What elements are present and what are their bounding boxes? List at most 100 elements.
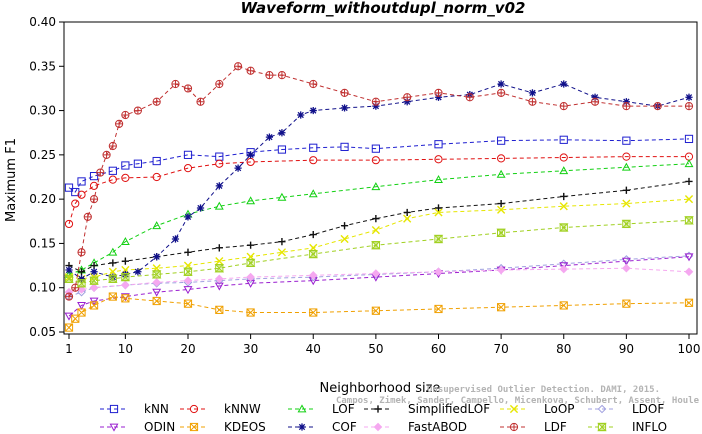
legend-item-inflo: INFLO — [588, 420, 667, 434]
legend-label-fastabod: FastABOD — [408, 420, 467, 434]
point-cof-19 — [403, 98, 411, 106]
point-ldf-2 — [77, 248, 86, 257]
watermark-line-2: Campos, Zimek, Sander, Campello, Micenko… — [336, 395, 700, 406]
legend-item-fastabod: FastABOD — [364, 420, 467, 434]
point-fastabod-9 — [371, 269, 381, 278]
legend-label-ldof: LDOF — [632, 402, 664, 416]
point-ldf-23 — [403, 93, 412, 102]
point-ldf-5 — [96, 168, 105, 177]
point-loop-17 — [622, 199, 631, 208]
point-fastabod-5 — [183, 276, 193, 285]
point-ldf-20 — [309, 79, 318, 89]
series-layer — [64, 62, 694, 332]
point-loop-16 — [559, 202, 568, 211]
point-cof-2 — [90, 268, 98, 276]
point-simplifiedlof-9 — [278, 238, 286, 246]
point-inflo-10 — [371, 241, 381, 250]
point-inflo-12 — [496, 228, 506, 237]
legend-label-ldf: LDF — [544, 420, 567, 434]
point-cof-5 — [134, 268, 142, 276]
point-knn-7 — [152, 156, 161, 166]
point-kdeos-16 — [684, 298, 694, 307]
point-knnw-10 — [309, 156, 318, 165]
point-knnw-5 — [121, 173, 130, 182]
y-tick-label-7: 0.40 — [29, 15, 56, 29]
point-kdeos-7 — [183, 299, 193, 308]
point-ldf-26 — [497, 88, 506, 97]
x-tick-label-3: 30 — [243, 342, 258, 356]
point-cof-9 — [196, 204, 205, 212]
point-simplifiedlof-4 — [121, 257, 129, 265]
point-kdeos-14 — [559, 301, 568, 310]
point-fastabod-6 — [214, 274, 224, 284]
legend-marker-odin — [109, 423, 119, 432]
point-inflo-9 — [308, 249, 319, 259]
point-cof-11 — [234, 164, 242, 172]
point-simplifiedlof-6 — [184, 248, 192, 256]
legend-marker-knnw — [189, 404, 199, 414]
point-cof-7 — [171, 235, 180, 243]
point-loop-18 — [684, 195, 694, 204]
point-inflo-2 — [89, 276, 99, 285]
point-cof-0 — [65, 266, 73, 274]
x-tick-label-0: 1 — [65, 342, 73, 356]
point-ldf-9 — [121, 110, 130, 120]
y-tick-label-3: 0.20 — [29, 192, 56, 206]
plot-frame — [63, 21, 698, 335]
point-lof-8 — [246, 196, 256, 205]
point-inflo-5 — [151, 270, 162, 279]
legend-marker-fastabod — [373, 422, 383, 432]
point-fastabod-11 — [496, 265, 506, 275]
point-cof-23 — [528, 89, 537, 97]
legend-item-cof: COF — [288, 420, 357, 434]
point-simplifiedlof-1 — [77, 268, 86, 276]
point-ldf-19 — [277, 71, 287, 80]
point-simplifiedlof-15 — [497, 199, 505, 208]
point-knn-2 — [77, 177, 86, 186]
point-ldf-13 — [183, 84, 193, 93]
legend-label-knnw: kNNW — [224, 402, 261, 416]
y-tick-label-2: 0.15 — [29, 236, 56, 250]
point-ldf-17 — [246, 66, 255, 75]
series-inflo — [64, 216, 694, 288]
x-tick-label-4: 40 — [306, 342, 321, 356]
legend-marker-cof — [298, 423, 306, 431]
point-ldf-7 — [108, 141, 117, 151]
point-cof-14 — [278, 129, 286, 137]
point-ldf-3 — [83, 212, 92, 221]
point-kdeos-5 — [121, 294, 130, 303]
point-simplifiedlof-13 — [403, 208, 411, 217]
point-fastabod-12 — [559, 264, 569, 274]
y-axis-label: Maximum F1 — [4, 138, 19, 222]
point-lof-14 — [559, 166, 569, 175]
legend-marker-kdeos — [189, 422, 199, 432]
point-kdeos-0 — [64, 323, 74, 332]
point-knnw-12 — [434, 155, 443, 164]
series-kdeos — [64, 292, 694, 332]
legend-item-knn: kNN — [100, 402, 169, 416]
point-kdeos-11 — [371, 306, 380, 315]
legend-marker-ldf — [509, 422, 519, 432]
point-kdeos-9 — [246, 308, 255, 317]
point-fastabod-2 — [89, 283, 99, 293]
axis-layer: 1 10 20 30 40 50 60 70 80 90 100 0.05 0.10 0.15 0.20 0.… — [29, 15, 700, 356]
point-simplifiedlof-12 — [372, 215, 380, 223]
point-fastabod-8 — [308, 271, 318, 280]
point-lof-4 — [120, 237, 130, 246]
legend-item-simplifiedlof: SimplifiedLOF — [364, 402, 490, 416]
point-loop-13 — [403, 214, 412, 223]
legend-marker-knn — [109, 404, 119, 414]
x-tick-label-9: 90 — [619, 342, 634, 356]
point-fastabod-3 — [121, 280, 130, 290]
point-inflo-3 — [108, 274, 118, 283]
point-odin-13 — [621, 257, 631, 266]
point-ldf-0 — [64, 292, 74, 301]
point-ldf-25 — [465, 93, 474, 102]
point-cof-6 — [153, 253, 161, 261]
point-knnw-8 — [215, 159, 224, 168]
point-kdeos-13 — [497, 303, 506, 312]
point-loop-11 — [340, 234, 349, 244]
point-simplifiedlof-10 — [309, 230, 317, 239]
series-line-lof — [68, 163, 690, 275]
